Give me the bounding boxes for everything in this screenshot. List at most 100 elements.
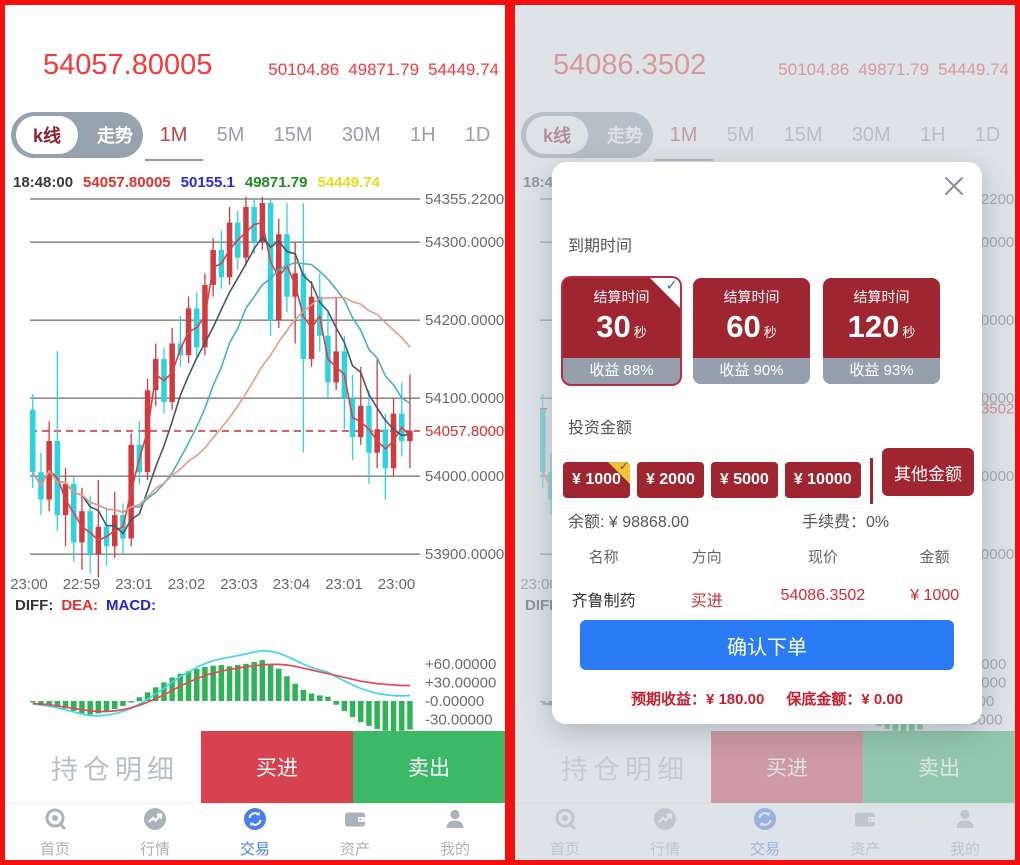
quote-3: 54449.74 (428, 60, 499, 79)
order-table: 名称 方向 现价 金额 齐鲁制药 买进 54086.3502 ¥ 1000 (552, 546, 982, 611)
svg-text:23:03: 23:03 (220, 576, 258, 593)
market-trend-icon (142, 806, 168, 836)
nav-home-label: 首页 (39, 840, 70, 858)
diff-label: DIFF: (15, 597, 54, 614)
nav-assets[interactable]: 资产 (305, 804, 405, 860)
person-icon (442, 806, 468, 836)
current-price: 54057.80005 (43, 49, 213, 81)
check-icon: ✓ (665, 278, 678, 294)
order-price: 54086.3502 (780, 587, 866, 604)
amount-options: ¥ 1000 ✓ ¥ 2000 ¥ 5000 ¥ 10000 (563, 462, 861, 498)
guaranteed-amount: 保底金额：¥ 0.00 (786, 691, 904, 708)
right-screen-content: 54086.3502 50104.86 49871.79 54449.74 k线… (515, 5, 1015, 860)
expiry-option-30s[interactable]: 结算时间 30 秒 收益 88% ✓ (563, 278, 680, 384)
home-icon (42, 806, 68, 836)
info-time: 18:48:00 (13, 174, 74, 191)
timeframe-tabs: 1M 5M 15M 30M 1H 1D (145, 109, 505, 161)
info-value-3: 54449.74 (317, 174, 381, 191)
order-name: 齐鲁制药 (571, 593, 636, 610)
nav-trade[interactable]: 交易 (205, 804, 305, 860)
svg-text:23:04: 23:04 (273, 576, 311, 593)
quote-2: 49871.79 (348, 60, 420, 79)
expiry-option-120s[interactable]: 结算时间 120 秒 收益 93% (823, 278, 940, 384)
amount-2000[interactable]: ¥ 2000 (636, 462, 704, 498)
confirm-order-button[interactable]: 确认下单 (580, 620, 954, 670)
balance-label: 余额: ¥ 98868.00 (568, 514, 689, 531)
left-screen-content: 54057.80005 50104.86 49871.79 54449.74 k… (5, 5, 505, 860)
other-amount-button[interactable]: 其他金额 (882, 448, 974, 496)
svg-text:53900.0000: 53900.0000 (425, 546, 504, 563)
right-screen: 54086.3502 50104.86 49871.79 54449.74 k线… (510, 0, 1020, 865)
close-icon[interactable] (942, 174, 966, 198)
amount-5000[interactable]: ¥ 5000 (710, 462, 778, 498)
svg-text:54200.0000: 54200.0000 (425, 312, 504, 329)
tab-15m[interactable]: 15M (273, 123, 313, 146)
nav-home[interactable]: 首页 (5, 804, 105, 860)
nav-profile-label: 我的 (439, 840, 470, 858)
order-amount: ¥ 1000 (910, 587, 960, 604)
svg-text:54057.8000: 54057.8000 (425, 423, 504, 440)
wallet-icon (342, 806, 368, 836)
svg-text:-0.00000: -0.00000 (425, 693, 484, 710)
invest-amount-title: 投资金额 (568, 420, 633, 437)
svg-text:23:01: 23:01 (115, 576, 153, 593)
amount-1000[interactable]: ¥ 1000 ✓ (563, 462, 630, 498)
tab-1h[interactable]: 1H (409, 123, 436, 146)
tab-kline[interactable]: k线 (16, 116, 78, 154)
order-modal: 到期时间 结算时间 30 秒 收益 88% ✓ 结算时间 60 秒 收益 90% (552, 162, 982, 724)
settle-time-label: 结算时间 (723, 289, 780, 305)
tab-5m[interactable]: 5M (216, 123, 245, 146)
expiry-time-title: 到期时间 (568, 238, 633, 255)
macd-chart: +60.00000+30.00000 -0.00000 -30.00000 (30, 649, 496, 732)
nav-trade-label: 交易 (239, 840, 270, 858)
svg-text:23:02: 23:02 (168, 576, 206, 593)
expiry-option-60s[interactable]: 结算时间 60 秒 收益 90% (693, 278, 810, 384)
settle-time-label: 结算时间 (593, 289, 650, 305)
svg-text:+30.00000: +30.00000 (425, 674, 496, 691)
order-direction: 买进 (690, 593, 723, 610)
expected-profit: 预期收益：¥ 180.00 (630, 691, 765, 708)
macd-label: MACD: (106, 597, 156, 614)
yield-label: 收益 93% (823, 358, 940, 384)
info-value-2: 49871.79 (244, 174, 308, 191)
macd-legend: DIFF: DEA: MACD: (15, 597, 156, 614)
nav-market[interactable]: 行情 (105, 804, 205, 860)
yield-label: 收益 90% (693, 358, 810, 384)
svg-text:54100.0000: 54100.0000 (425, 390, 504, 407)
sell-button[interactable]: 卖出 (353, 731, 505, 803)
svg-text:23:00: 23:00 (378, 576, 416, 593)
amount-divider (870, 458, 873, 504)
expiry-options: 结算时间 30 秒 收益 88% ✓ 结算时间 60 秒 收益 90% 结算时间 1… (563, 278, 940, 384)
nav-profile[interactable]: 我的 (405, 804, 505, 860)
selected-corner (650, 278, 680, 308)
nav-market-label: 行情 (139, 840, 170, 858)
tab-1d[interactable]: 1D (464, 123, 491, 146)
order-summary: 预期收益：¥ 180.00 保底金额：¥ 0.00 (552, 688, 982, 709)
selected-corner (607, 462, 630, 484)
svg-text:-30.00000: -30.00000 (425, 712, 493, 729)
trade-sync-icon (242, 806, 268, 836)
tab-30m[interactable]: 30M (341, 123, 381, 146)
trade-action-row: 持仓明细 买进 卖出 (5, 731, 505, 803)
svg-text:+60.00000: +60.00000 (425, 656, 496, 673)
info-price: 54057.80005 (83, 174, 171, 191)
svg-text:54000.0000: 54000.0000 (425, 468, 504, 485)
svg-text:22:59: 22:59 (63, 576, 101, 593)
candlestick-chart[interactable]: 54355.2200 54300.0000 54200.0000 54100.0000… (5, 191, 505, 595)
position-detail-tab[interactable]: 持仓明细 (51, 754, 179, 785)
col-price: 现价 (807, 549, 838, 566)
svg-text:23:01: 23:01 (325, 576, 363, 593)
quote-1: 50104.86 (268, 60, 340, 79)
chart-tabbar: k线 走势 1M 5M 15M 30M 1H 1D (5, 109, 505, 161)
buy-button[interactable]: 买进 (201, 731, 353, 803)
tab-trend[interactable]: 走势 (97, 126, 133, 146)
chart-type-toggle[interactable]: k线 走势 (11, 112, 143, 158)
ohlc-info-line: 18:48:00 54057.80005 50155.1 49871.79 54… (13, 174, 380, 191)
tab-1m[interactable]: 1M (158, 120, 190, 151)
left-screen: 54057.80005 50104.86 49871.79 54449.74 k… (0, 0, 510, 865)
settle-time-label: 结算时间 (853, 289, 910, 305)
amount-10000[interactable]: ¥ 10000 (784, 462, 861, 498)
col-amount: 金额 (919, 549, 950, 566)
svg-text:54300.0000: 54300.0000 (425, 234, 504, 251)
